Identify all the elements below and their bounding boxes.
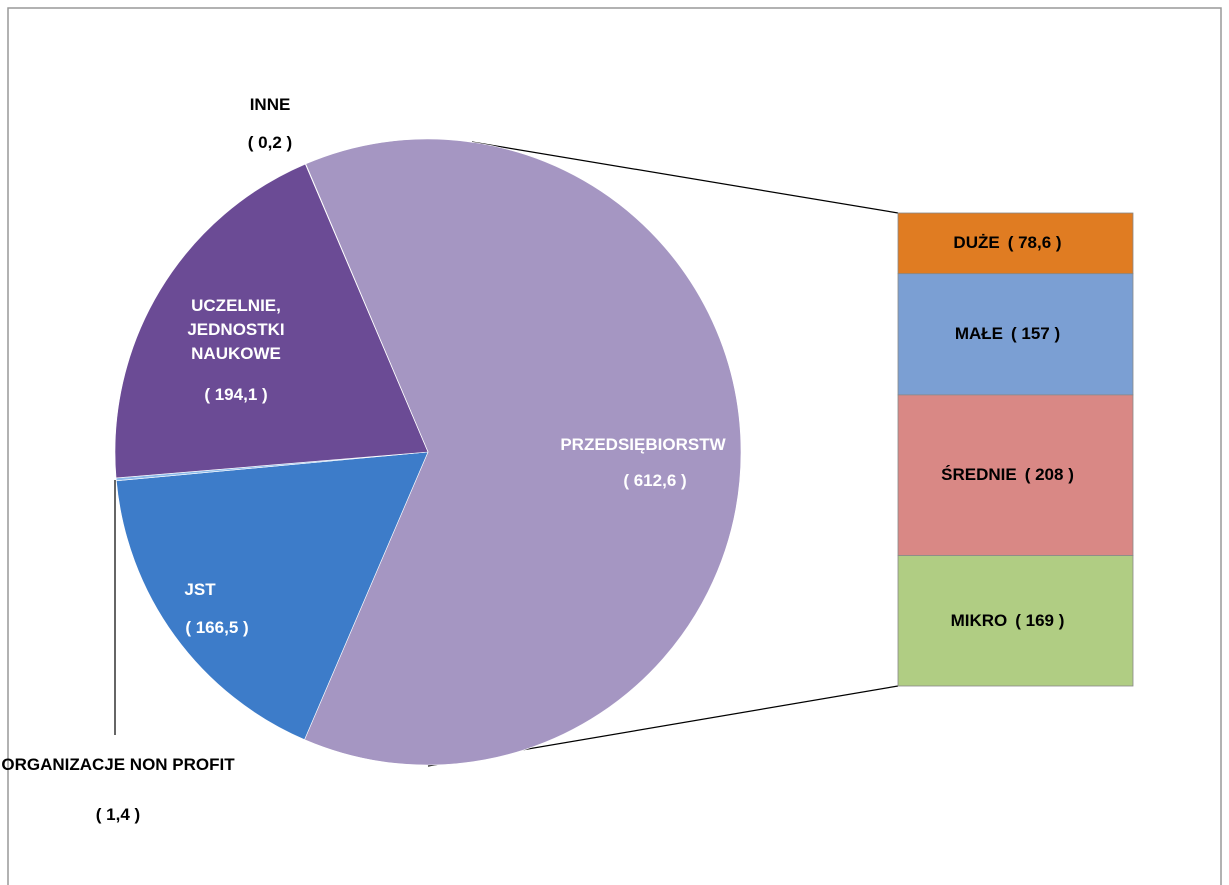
pie-slice bbox=[115, 451, 429, 741]
data-label: ( 0,2 ) bbox=[247, 133, 293, 152]
frame bbox=[7, 7, 1222, 885]
slice-label: PRZEDSIĘBIORSTW bbox=[560, 435, 726, 454]
bar-category: DUŻE bbox=[953, 233, 1000, 253]
data-label: ( 208 ) bbox=[1024, 465, 1074, 485]
pie-slice bbox=[304, 138, 742, 766]
pie-slice bbox=[114, 163, 429, 479]
slice-label: JST bbox=[184, 580, 216, 599]
pie-slice bbox=[304, 163, 429, 453]
data-label: ( 157 ) bbox=[1011, 324, 1061, 344]
bar-category: MAŁE bbox=[954, 324, 1004, 344]
data-label: ( 612,6 ) bbox=[623, 471, 687, 490]
data-label: ( 1,4 ) bbox=[95, 805, 141, 824]
bar-label: ŚREDNIE ( 208 ) bbox=[941, 465, 1074, 485]
data-label: ( 169 ) bbox=[1015, 610, 1065, 630]
data-label: ( 194,1 ) bbox=[204, 385, 268, 404]
bar-segment bbox=[897, 394, 1134, 556]
bar-segment bbox=[897, 212, 1134, 275]
bar-segment bbox=[897, 273, 1134, 396]
bar-label: MIKRO ( 169 ) bbox=[951, 611, 1065, 631]
data-label: ( 78,6 ) bbox=[1007, 233, 1062, 253]
slice-label: ORGANIZACJE NON PROFIT bbox=[1, 755, 235, 774]
data-label: ( 166,5 ) bbox=[185, 618, 249, 637]
bar-segment bbox=[897, 555, 1134, 687]
bar-category: MIKRO bbox=[950, 610, 1008, 630]
slice-label: INNE bbox=[249, 95, 291, 114]
bar-label: MAŁE ( 157 ) bbox=[955, 324, 1060, 344]
bar-label: DUŻE ( 78,6 ) bbox=[953, 233, 1061, 253]
bar-category: ŚREDNIE bbox=[941, 465, 1017, 485]
connector bbox=[471, 141, 899, 214]
slice-label: UCZELNIE, JEDNOSTKI NAUKOWE bbox=[187, 296, 285, 363]
